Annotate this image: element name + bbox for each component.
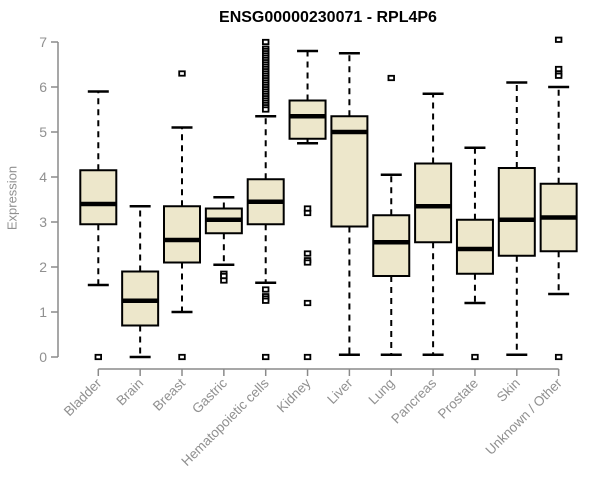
x-category-label-unknown-other: Unknown / Other xyxy=(483,375,566,458)
outlier-point xyxy=(261,106,270,113)
x-category-label-liver: Liver xyxy=(324,375,356,407)
outlier-point xyxy=(261,286,270,293)
y-tick-label: 6 xyxy=(39,79,47,95)
outlier-point xyxy=(387,74,395,82)
iqr-box xyxy=(79,169,118,226)
outlier-point xyxy=(303,259,312,266)
outlier-point xyxy=(303,299,312,307)
x-category-label-skin: Skin xyxy=(494,376,523,405)
y-tick-label: 2 xyxy=(39,259,47,275)
outlier-point xyxy=(178,70,186,77)
outlier-point xyxy=(178,353,186,361)
box-pancreas xyxy=(414,92,453,356)
box-bladder xyxy=(79,90,118,361)
outlier-point xyxy=(554,353,563,361)
x-category-label-kidney: Kidney xyxy=(274,375,314,415)
outlier-point xyxy=(303,250,312,257)
box-liver xyxy=(330,52,369,356)
outlier-point xyxy=(94,353,102,361)
y-tick-label: 7 xyxy=(39,34,47,50)
iqr-box xyxy=(497,167,536,257)
y-tick-label: 5 xyxy=(39,124,47,140)
outlier-point xyxy=(471,353,479,361)
x-category-label-gastric: Gastric xyxy=(189,375,230,416)
box-lung xyxy=(372,74,411,356)
outlier-point xyxy=(303,353,312,361)
y-tick-label: 0 xyxy=(39,349,47,365)
y-tick-label: 4 xyxy=(39,169,47,185)
box-brain xyxy=(121,205,160,359)
iqr-box xyxy=(163,205,201,264)
y-tick-label: 1 xyxy=(39,304,47,320)
outlier-point xyxy=(261,38,270,46)
box-kidney xyxy=(288,49,327,361)
box-breast xyxy=(163,70,201,361)
iqr-box xyxy=(330,115,369,228)
outlier-point xyxy=(303,209,312,217)
box-hematopoietic-cells xyxy=(246,38,285,361)
box-gastric xyxy=(204,196,243,284)
chart-title: ENSG00000230071 - RPL4P6 xyxy=(219,9,437,26)
iqr-box xyxy=(414,162,453,244)
outlier-point xyxy=(261,353,270,361)
outlier-point xyxy=(261,297,270,304)
x-category-label-bladder: Bladder xyxy=(61,375,105,419)
outlier-point xyxy=(554,72,563,79)
box-skin xyxy=(497,81,536,356)
box-unknown-other xyxy=(539,36,578,361)
iqr-box xyxy=(372,214,411,277)
iqr-box xyxy=(288,99,327,140)
x-category-label-brain: Brain xyxy=(113,376,146,409)
x-category-label-prostate: Prostate xyxy=(435,376,481,422)
x-category-label-lung: Lung xyxy=(366,376,398,408)
y-tick-label: 3 xyxy=(39,214,47,230)
box-prostate xyxy=(455,146,494,361)
x-category-label-pancreas: Pancreas xyxy=(388,375,439,426)
outlier-point xyxy=(554,36,563,43)
x-category-label-breast: Breast xyxy=(150,375,188,413)
outlier-point xyxy=(220,277,228,284)
